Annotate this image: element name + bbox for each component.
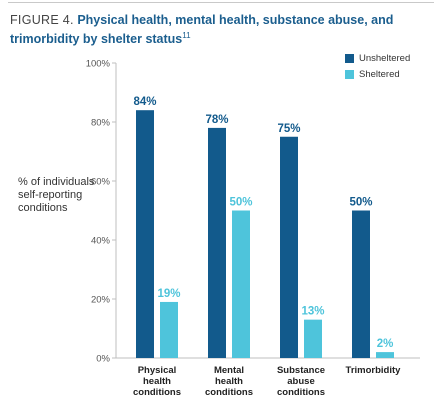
top-rule bbox=[8, 2, 434, 3]
category-label: Substance abuse conditions bbox=[277, 365, 325, 398]
data-label-unsheltered: 78% bbox=[205, 114, 228, 126]
figure-label: FIGURE 4. bbox=[10, 13, 74, 27]
figure-title-text: Physical health, mental health, substanc… bbox=[10, 13, 394, 46]
y-tick-label: 20% bbox=[91, 295, 111, 306]
y-tick-label: 60% bbox=[91, 177, 111, 188]
y-axis-label: % of individuals self-reporting conditio… bbox=[18, 176, 95, 214]
figure-title: FIGURE 4. Physical health, mental health… bbox=[10, 11, 430, 49]
bar-unsheltered bbox=[280, 136, 298, 358]
category-label-line: health bbox=[143, 376, 171, 387]
bar-unsheltered bbox=[136, 110, 154, 358]
data-label-unsheltered: 84% bbox=[133, 96, 156, 108]
y-tick-label: 80% bbox=[91, 118, 111, 129]
legend-label-sheltered: Sheltered bbox=[359, 68, 400, 80]
legend: Unsheltered Sheltered bbox=[345, 51, 410, 83]
data-label-unsheltered: 50% bbox=[349, 197, 372, 209]
category-label-line: health bbox=[215, 376, 243, 387]
y-tick-label: 40% bbox=[91, 236, 111, 247]
bar-unsheltered bbox=[208, 127, 226, 359]
category-label-line: conditions bbox=[205, 387, 253, 398]
category-label: Physical health conditions bbox=[133, 365, 181, 398]
category-label-line: Substance bbox=[277, 365, 325, 376]
category-label-line: Trimorbidity bbox=[346, 365, 402, 376]
data-label-sheltered: 2% bbox=[377, 338, 394, 350]
data-label-sheltered: 50% bbox=[229, 197, 252, 209]
category-label: Trimorbidity bbox=[346, 365, 402, 376]
category-label-line: abuse bbox=[287, 376, 314, 387]
legend-swatch-unsheltered bbox=[345, 53, 354, 63]
legend-item-sheltered: Sheltered bbox=[345, 67, 410, 81]
bar-sheltered bbox=[160, 301, 178, 358]
legend-label-unsheltered: Unsheltered bbox=[359, 52, 411, 64]
bar-unsheltered bbox=[352, 210, 370, 358]
category-label-line: conditions bbox=[133, 387, 181, 398]
legend-item-unsheltered: Unsheltered bbox=[345, 51, 410, 65]
y-tick-label: 0% bbox=[96, 354, 110, 365]
category-label-line: Mental bbox=[214, 365, 244, 376]
data-label-sheltered: 19% bbox=[157, 288, 180, 300]
legend-swatch-sheltered bbox=[345, 69, 354, 79]
category-label-line: conditions bbox=[277, 387, 325, 398]
bar-sheltered bbox=[232, 210, 250, 358]
data-label-unsheltered: 75% bbox=[277, 123, 300, 135]
bar-sheltered bbox=[304, 319, 322, 358]
category-label-line: Physical bbox=[138, 365, 177, 376]
bar-sheltered bbox=[376, 352, 394, 358]
category-label: Mental health conditions bbox=[205, 365, 253, 398]
data-label-sheltered: 13% bbox=[301, 306, 324, 318]
figure-footnote-ref: 11 bbox=[182, 30, 191, 40]
y-tick-label: 100% bbox=[86, 59, 111, 70]
